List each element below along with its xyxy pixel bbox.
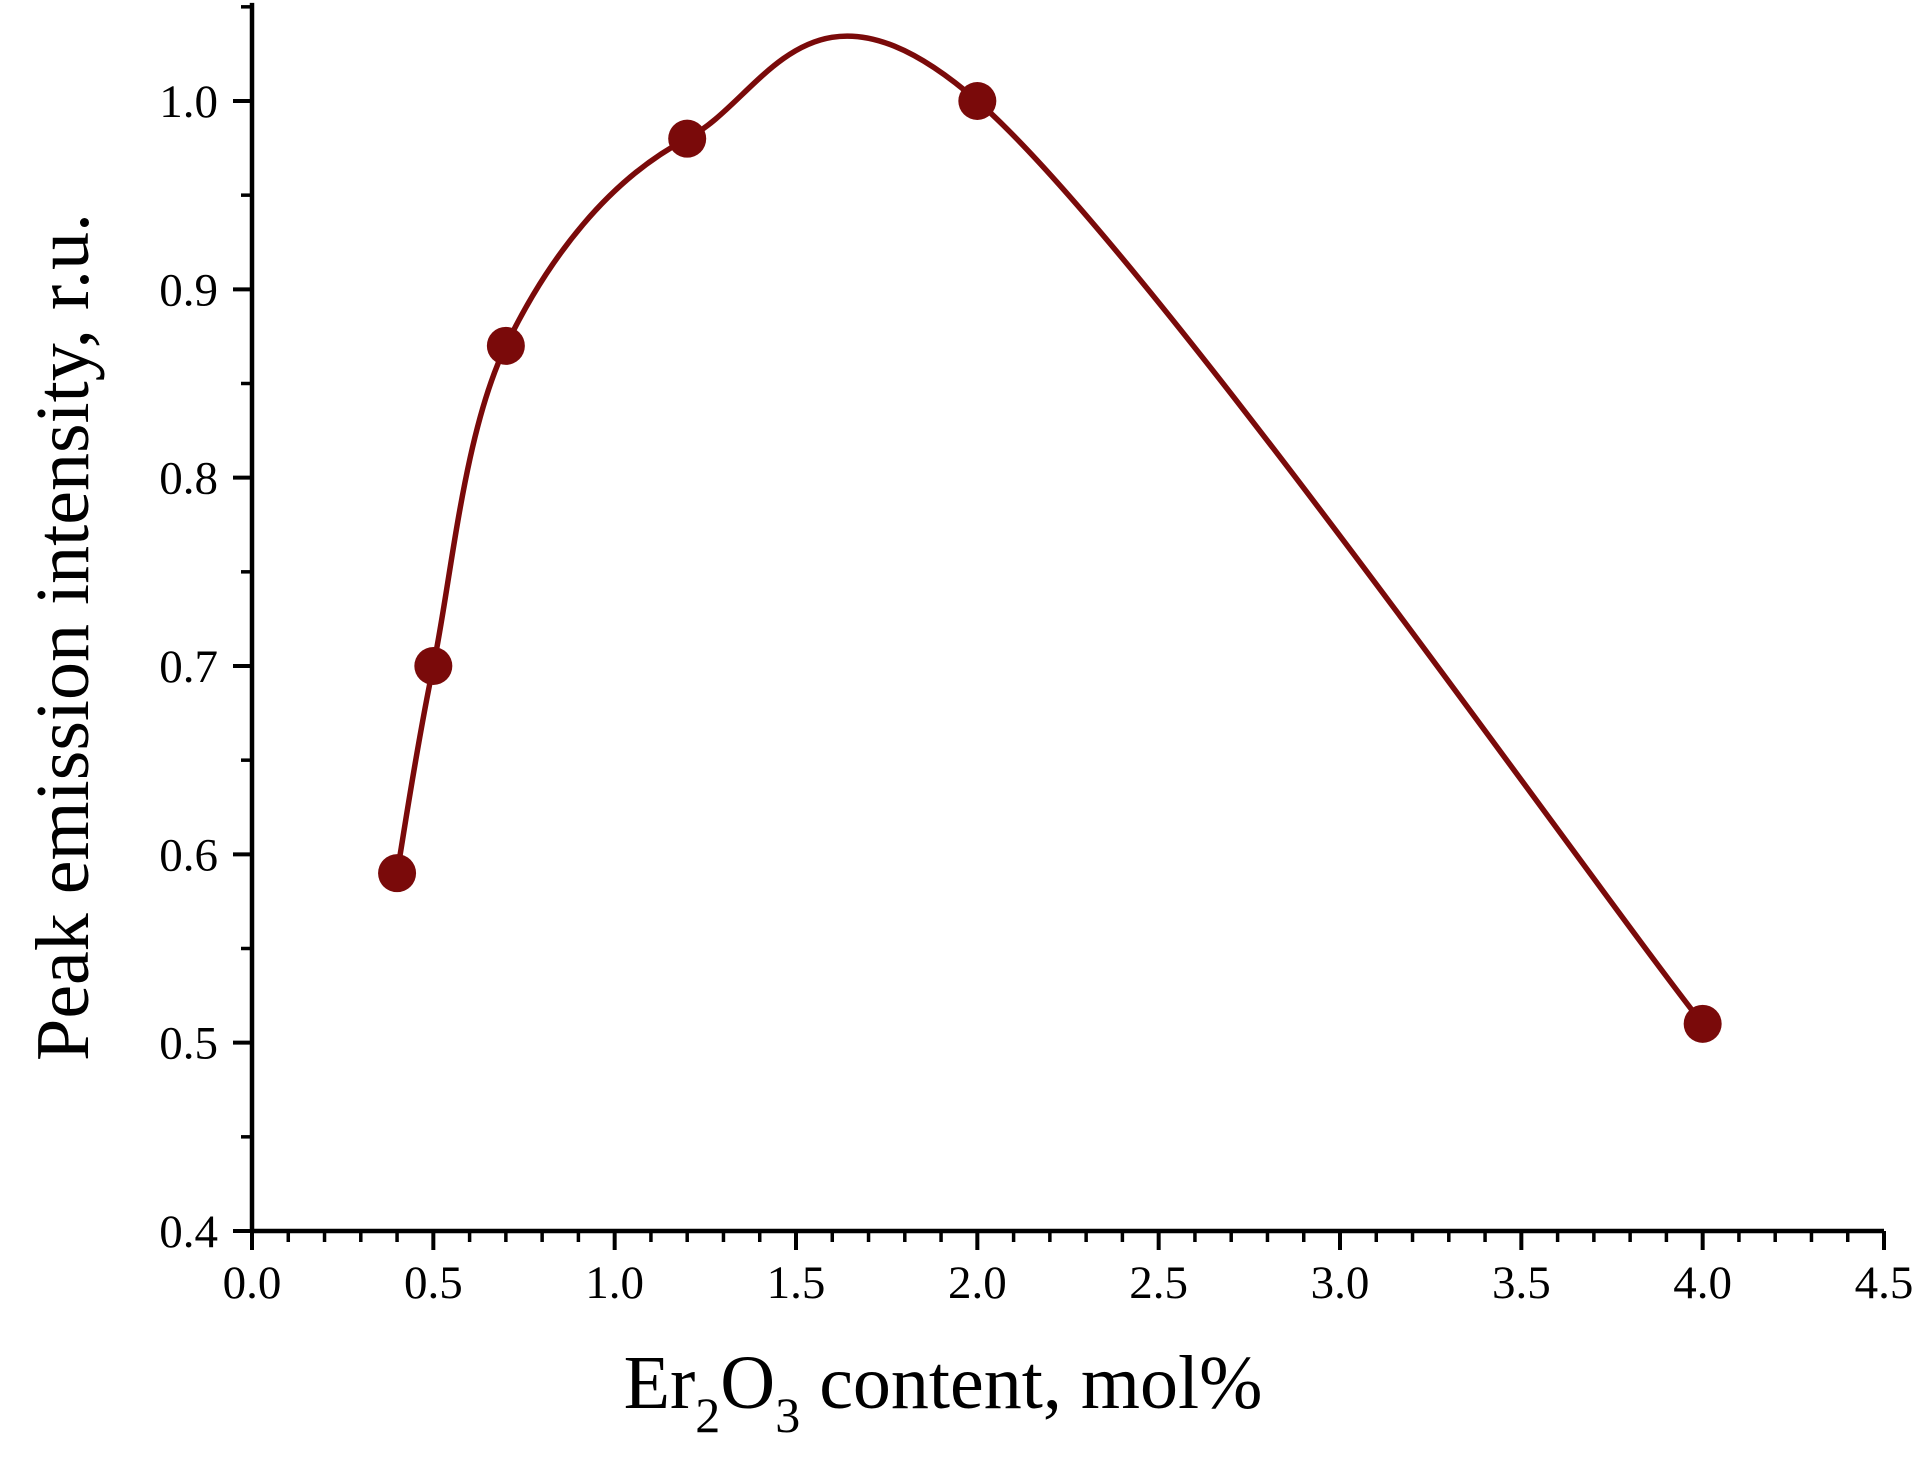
y-tick-label: 1.0 [159, 76, 218, 128]
data-point [1683, 1004, 1722, 1043]
y-tick-label: 0.4 [159, 1206, 218, 1258]
x-axis-title-subscript: 2 [695, 1387, 720, 1443]
y-axis-title: Peak emission intensity, r.u. [21, 213, 105, 1061]
x-axis-title-part: O [720, 1341, 775, 1425]
x-tick-label: 1.0 [585, 1257, 644, 1309]
x-tick-label: 1.5 [767, 1257, 826, 1309]
x-tick-label: 4.0 [1673, 1257, 1732, 1309]
x-tick-label: 4.5 [1855, 1257, 1914, 1309]
data-series [378, 33, 1722, 1043]
data-point [414, 647, 453, 685]
x-axis-title-subscript: 3 [775, 1387, 800, 1443]
y-tick-label: 0.8 [159, 453, 218, 505]
y-tick-label: 0.6 [159, 829, 218, 881]
series-line [394, 33, 1706, 1027]
y-tick-label: 0.9 [159, 264, 218, 316]
x-tick-label: 2.0 [948, 1257, 1007, 1309]
ticks: 0.0 0.5 1.0 1.5 2.0 2.5 3.0 3.5 4.0 4.5 0.4 0.5 0.6 0… [159, 5, 1914, 1309]
y-tick-label: 0.7 [159, 641, 218, 693]
x-tick-label: 0.0 [223, 1257, 282, 1309]
axes [249, 2, 1884, 1234]
x-tick-label: 3.5 [1492, 1257, 1551, 1309]
y-tick-label: 0.5 [159, 1018, 218, 1070]
x-axis-title-part: content, mol% [800, 1341, 1262, 1425]
x-tick-label: 3.0 [1311, 1257, 1370, 1309]
data-point [486, 326, 525, 365]
x-axis-title: Er2O3 content, mol% [624, 1341, 1263, 1443]
data-point [668, 119, 707, 158]
x-axis-title-part: Er [624, 1341, 696, 1425]
data-point [378, 854, 417, 893]
x-tick-label: 0.5 [404, 1257, 463, 1309]
x-tick-label: 2.5 [1129, 1257, 1188, 1309]
data-point [958, 82, 997, 120]
